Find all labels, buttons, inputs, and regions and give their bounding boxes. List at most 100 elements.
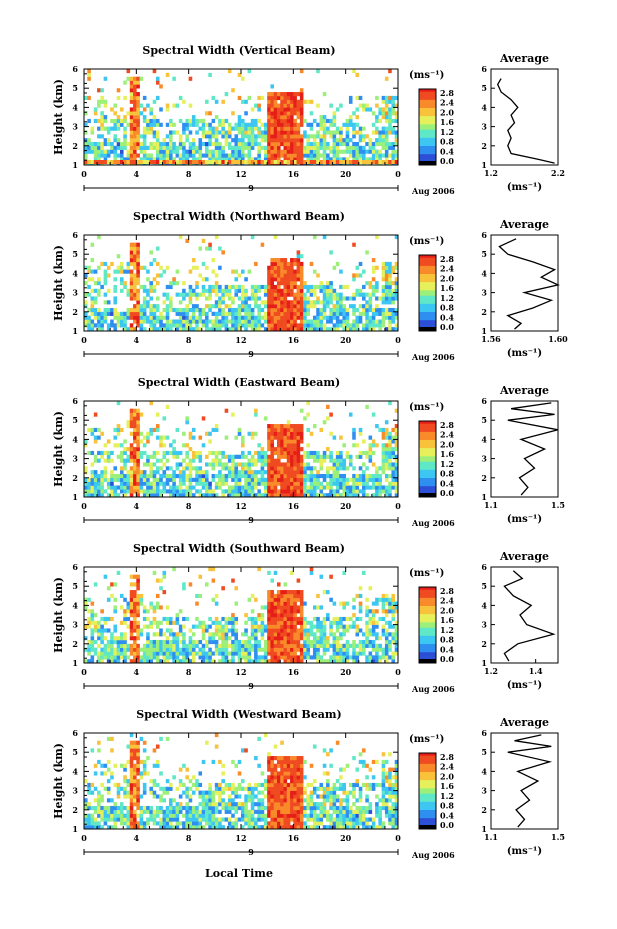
heatmap-cell: [260, 470, 265, 475]
heatmap-cell: [224, 454, 229, 459]
heatmap-cell: [293, 466, 297, 471]
heatmap-cell: [381, 288, 386, 293]
heatmap-cell: [267, 265, 271, 270]
heatmap-cell: [381, 609, 386, 614]
heatmap-cell: [270, 145, 275, 150]
heatmap-cell: [254, 431, 258, 436]
heatmap-cell: [247, 481, 252, 486]
heatmap-cell: [329, 643, 333, 648]
heatmap-cell: [378, 636, 382, 641]
heatmap-cell: [303, 462, 307, 467]
heatmap-cell: [316, 273, 320, 278]
heatmap-cell: [312, 424, 317, 429]
heatmap-cell: [319, 493, 324, 498]
heatmap-cell: [368, 300, 373, 305]
heatmap-cell: [332, 647, 337, 652]
heatmap-cell: [227, 485, 232, 490]
heatmap-cell: [394, 265, 399, 270]
heatmap-cell: [362, 481, 366, 486]
heatmap-cell: [267, 292, 271, 297]
heatmap-cell: [191, 145, 196, 150]
heatmap-cell: [286, 458, 291, 463]
heatmap-cell: [142, 296, 147, 301]
heatmap-cell: [299, 281, 304, 286]
heatmap-cell: [224, 624, 229, 629]
heatmap-cell: [290, 651, 294, 656]
heatmap-cell: [129, 95, 134, 101]
surface-echo-cell: [352, 160, 356, 164]
heatmap-cell: [244, 134, 248, 139]
heatmap-cell: [283, 435, 288, 440]
heatmap-cell: [384, 292, 389, 297]
heatmap-cell: [388, 485, 392, 490]
heatmap-cell: [182, 149, 186, 154]
heatmap-cell: [116, 570, 121, 575]
heatmap-cell: [286, 269, 291, 274]
heatmap-cell: [136, 118, 140, 124]
heatmap-cell: [123, 616, 127, 622]
heatmap-cell: [316, 130, 320, 135]
heatmap-cell: [155, 470, 160, 475]
heatmap-cell: [276, 118, 281, 124]
heatmap-cell: [309, 157, 314, 162]
heatmap-cell: [332, 288, 337, 293]
heatmap-cell: [342, 307, 346, 313]
heatmap-cell: [355, 327, 360, 332]
surface-echo-cell: [244, 160, 248, 164]
heatmap-cell: [133, 454, 137, 459]
heatmap-cell: [241, 153, 245, 158]
heatmap-cell: [280, 609, 284, 614]
heatmap-cell: [169, 281, 173, 286]
heatmap-cell: [152, 130, 157, 135]
heatmap-cell: [290, 481, 294, 486]
heatmap-cell: [178, 659, 183, 664]
heatmap-cell: [309, 477, 314, 482]
heatmap-cell: [247, 296, 252, 301]
heatmap-cell: [388, 620, 392, 625]
heatmap-cell: [335, 296, 340, 301]
heatmap-cell: [146, 118, 150, 124]
heatmap-cell: [178, 138, 183, 143]
heatmap-cell: [358, 609, 363, 614]
heatmap-cell: [211, 319, 216, 324]
surface-echo-cell: [241, 160, 245, 164]
heatmap-cell: [290, 284, 294, 290]
heatmap-cell: [267, 99, 271, 104]
heatmap-cell: [283, 493, 288, 498]
heatmap-cell: [241, 99, 245, 104]
heatmap-cell: [142, 470, 147, 475]
heatmap-cell: [276, 431, 281, 436]
heatmap-cell: [221, 122, 225, 127]
heatmap-cell: [90, 613, 95, 618]
heatmap-cell: [286, 473, 291, 479]
heatmap-cell: [97, 149, 101, 154]
heatmap-cell: [290, 111, 294, 116]
heatmap-cell: [93, 454, 98, 459]
heatmap-cell: [165, 659, 170, 664]
heatmap-cell: [218, 651, 222, 656]
heatmap-cell: [142, 304, 147, 309]
heatmap-cell: [191, 311, 196, 316]
heatmap-cell: [155, 153, 160, 158]
heatmap-cell: [234, 470, 239, 475]
heatmap-cell: [365, 639, 369, 645]
heatmap-cell: [391, 107, 396, 112]
heatmap-cell: [263, 288, 268, 293]
heatmap-cell: [214, 651, 219, 656]
heatmap-cell: [208, 157, 212, 162]
heatmap-cell: [227, 145, 232, 150]
heatmap-cell: [129, 88, 134, 93]
colorbar-segment: [419, 113, 436, 117]
heatmap-cell: [129, 327, 134, 332]
heatmap-cell: [293, 138, 297, 143]
heatmap-cell: [273, 111, 278, 116]
surface-echo-cell: [283, 160, 288, 164]
heatmap-cell: [299, 651, 304, 656]
heatmap-cell: [247, 95, 252, 101]
heatmap-cell: [221, 153, 225, 158]
heatmap-cell: [394, 431, 399, 436]
heatmap-cell: [365, 655, 369, 660]
heatmap-cell: [352, 307, 356, 313]
heatmap-cell: [394, 427, 399, 433]
heatmap-cell: [371, 292, 376, 297]
